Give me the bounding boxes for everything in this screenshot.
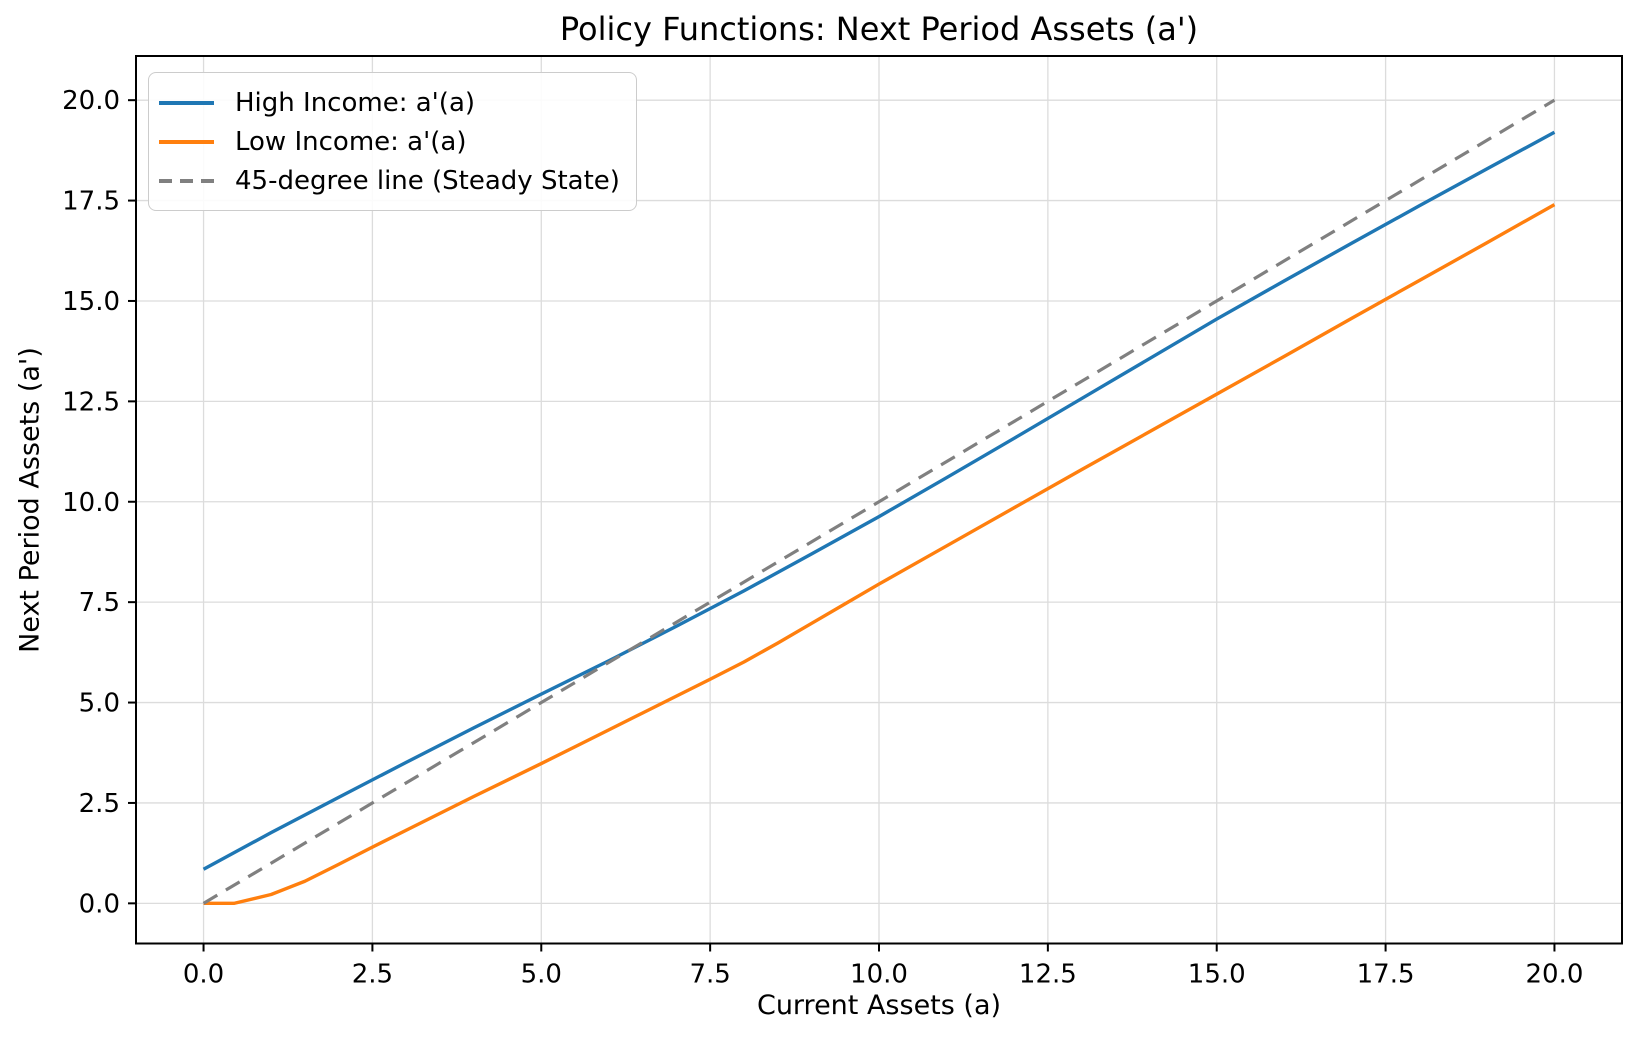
y-tick-label: 20.0	[62, 86, 120, 116]
legend-label-high-income: High Income: a'(a)	[235, 87, 476, 118]
x-tick-label: 7.5	[689, 960, 730, 990]
chart-title: Policy Functions: Next Period Assets (a'…	[559, 10, 1199, 48]
y-tick-label: 5.0	[79, 689, 120, 719]
legend-label-low-income: Low Income: a'(a)	[235, 126, 467, 157]
y-tick-label: 17.5	[62, 187, 120, 217]
x-tick-label: 12.5	[1019, 960, 1077, 990]
y-tick-label: 10.0	[62, 488, 120, 518]
y-tick-label: 7.5	[79, 588, 120, 618]
legend-line-sample-high-income	[159, 100, 214, 105]
x-tick-label: 17.5	[1357, 960, 1415, 990]
legend: High Income: a'(a) Low Income: a'(a) 45-…	[148, 72, 637, 211]
y-axis-label: Next Period Assets (a')	[14, 347, 46, 653]
series-line-low-income-policy	[203, 203, 1556, 906]
legend-item-low-income: Low Income: a'(a)	[159, 122, 620, 161]
legend-item-45-degree: 45-degree line (Steady State)	[159, 161, 620, 200]
x-tick-label: 20.0	[1526, 960, 1584, 990]
series-line-45-degree-line	[202, 98, 1556, 905]
legend-line-sample-low-income	[159, 139, 214, 144]
y-tick-label: 2.5	[79, 789, 120, 819]
x-axis-label: Current Assets (a)	[756, 990, 1002, 1021]
x-tick-label: 5.0	[521, 960, 562, 990]
y-tick-label: 15.0	[62, 287, 120, 317]
legend-item-high-income: High Income: a'(a)	[159, 83, 620, 122]
y-tick-label: 0.0	[79, 889, 120, 919]
legend-label-45-degree: 45-degree line (Steady State)	[235, 165, 620, 196]
x-tick-label: 2.5	[352, 960, 393, 990]
x-tick-label: 15.0	[1188, 960, 1246, 990]
x-tick-label: 0.0	[183, 960, 224, 990]
legend-line-sample-45-degree	[159, 178, 214, 183]
y-tick-label: 12.5	[62, 387, 120, 417]
series-line-high-income-policy	[202, 130, 1556, 871]
x-tick-label: 10.0	[850, 960, 908, 990]
